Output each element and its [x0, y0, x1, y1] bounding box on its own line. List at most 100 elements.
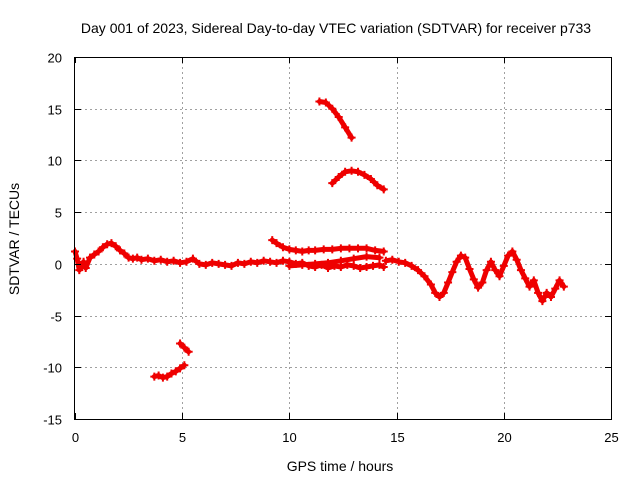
series-arc-main-low	[71, 239, 388, 275]
data-point	[555, 276, 564, 285]
data-point	[334, 172, 343, 181]
data-point	[195, 259, 204, 268]
data-point	[77, 262, 86, 271]
x-tick-label: 15	[390, 430, 404, 445]
data-point	[176, 364, 185, 373]
data-point	[272, 239, 281, 248]
series-arc-low-left	[150, 361, 189, 382]
data-point	[81, 263, 90, 272]
data-point	[360, 170, 369, 179]
data-point	[538, 297, 547, 306]
data-point	[188, 254, 197, 263]
data-point	[107, 239, 116, 248]
x-tick-label: 0	[72, 430, 79, 445]
data-point	[180, 343, 189, 352]
y-tick-label: -15	[43, 413, 62, 428]
plot-frame	[74, 57, 612, 420]
data-point	[354, 244, 363, 253]
data-point	[379, 185, 388, 194]
data-point	[272, 258, 281, 267]
data-point	[90, 250, 99, 259]
data-point	[171, 367, 180, 376]
y-tick-label: -5	[50, 310, 62, 325]
data-point	[163, 257, 172, 266]
data-point	[482, 266, 491, 275]
data-point	[221, 260, 230, 269]
y-tick-label: 0	[55, 258, 62, 273]
data-point	[208, 258, 217, 267]
data-point	[319, 245, 328, 254]
series-line	[269, 237, 387, 254]
y-tick-label: 10	[48, 154, 62, 169]
data-point	[163, 372, 172, 381]
data-point	[336, 244, 345, 253]
data-point	[379, 247, 388, 256]
data-point	[465, 265, 474, 274]
series-arc-high-drop	[315, 97, 356, 142]
data-point	[426, 280, 435, 289]
grid-lines	[75, 57, 611, 419]
data-point	[334, 112, 343, 121]
data-point	[291, 246, 300, 255]
data-point	[373, 181, 382, 190]
data-point	[240, 259, 249, 268]
data-point	[529, 276, 538, 285]
data-point	[345, 244, 354, 253]
data-point	[371, 246, 380, 255]
data-point	[311, 246, 320, 255]
data-point	[420, 272, 429, 281]
data-point	[328, 179, 337, 188]
data-point	[246, 257, 255, 266]
data-point	[504, 251, 513, 260]
data-point	[315, 97, 324, 106]
data-point	[347, 166, 356, 175]
data-point	[116, 246, 125, 255]
data-point	[94, 247, 103, 256]
data-point	[233, 258, 242, 267]
series-line	[316, 99, 355, 141]
data-point	[491, 266, 500, 275]
data-point	[169, 256, 178, 265]
data-point	[341, 167, 350, 176]
data-point	[137, 255, 146, 264]
data-point	[362, 252, 371, 261]
series-arc-low-short	[176, 339, 193, 356]
series-arc-hump	[328, 166, 388, 194]
data-point	[478, 278, 487, 287]
data-point	[328, 245, 337, 254]
series-layer	[71, 97, 568, 382]
data-point	[356, 263, 365, 272]
y-tick-label: -10	[43, 361, 62, 376]
data-point	[124, 253, 133, 262]
data-point	[79, 257, 88, 266]
data-point	[516, 266, 525, 275]
series-arc-late	[381, 247, 568, 306]
data-point	[407, 261, 416, 270]
data-point	[401, 258, 410, 267]
series-arc-mid-rise	[285, 252, 384, 270]
data-point	[375, 253, 384, 262]
data-point	[111, 242, 120, 251]
data-point	[253, 258, 262, 267]
data-point	[86, 253, 95, 262]
data-point	[120, 249, 129, 258]
x-tick-label: 5	[179, 430, 186, 445]
series-arc-main-high	[268, 236, 388, 256]
data-point	[394, 257, 403, 266]
data-point	[375, 260, 384, 269]
y-tick-label: 20	[48, 51, 62, 66]
data-point	[381, 256, 390, 265]
data-point	[495, 272, 504, 281]
data-point	[201, 260, 210, 269]
data-point	[298, 260, 307, 269]
data-point	[268, 236, 277, 245]
data-point	[559, 282, 568, 291]
data-point	[369, 261, 378, 270]
data-point	[452, 257, 461, 266]
data-point	[180, 361, 189, 370]
data-point	[323, 258, 332, 267]
data-point	[508, 247, 517, 256]
data-point	[321, 98, 330, 107]
data-point	[448, 268, 457, 277]
